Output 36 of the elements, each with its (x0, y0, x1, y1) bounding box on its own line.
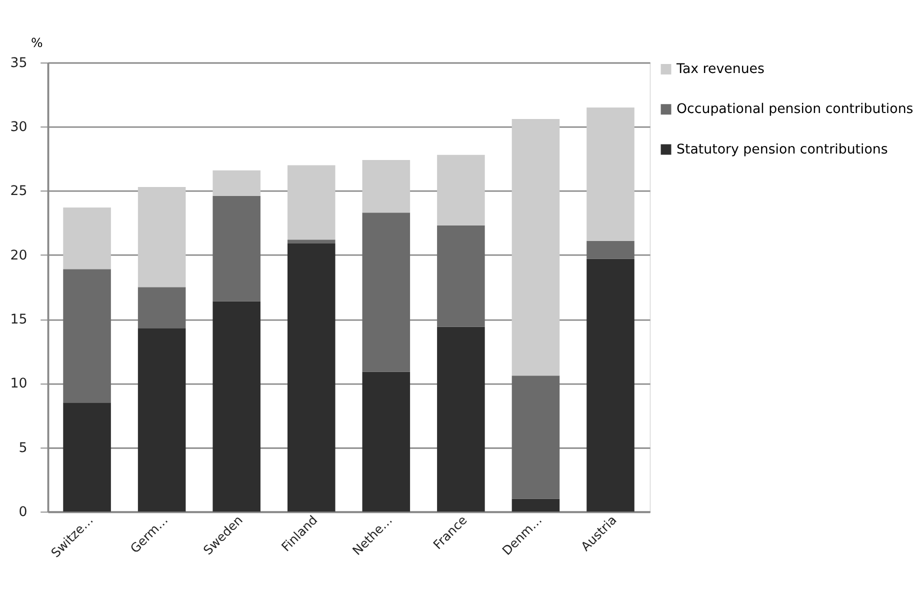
y-tick-label: 30 (10, 120, 28, 135)
y-tick-label: 0 (18, 504, 28, 520)
bar (512, 498, 560, 512)
bar (437, 226, 485, 327)
bar (212, 196, 260, 302)
bar (437, 154, 485, 226)
bar (212, 170, 260, 196)
legend-label: Occupational pension contributions (676, 102, 914, 118)
bar (437, 326, 485, 512)
y-tick-label: 20 (10, 248, 28, 264)
legend-label: Statutory pension contributions (676, 142, 888, 158)
bar (362, 372, 410, 512)
y-tick-label: 35 (10, 56, 28, 71)
bar (63, 402, 111, 512)
bar (63, 208, 111, 270)
bar (287, 243, 336, 512)
y-tick-label: 10 (10, 376, 28, 392)
bar (512, 376, 560, 499)
legend-label: Tax revenues (676, 62, 764, 78)
bar (512, 118, 560, 376)
bar (586, 258, 634, 512)
y-tick-label: 5 (18, 440, 28, 456)
y-axis-title: % (31, 34, 44, 50)
bar (362, 212, 410, 372)
bar (586, 107, 634, 241)
bar (138, 328, 186, 512)
bar (138, 187, 186, 288)
bar (586, 240, 634, 259)
bar (138, 287, 186, 328)
y-tick-label: 15 (10, 312, 28, 328)
y-tick-label: 25 (10, 184, 28, 200)
bar (287, 240, 336, 244)
bar (212, 301, 260, 512)
bar (287, 165, 336, 240)
bar (362, 160, 410, 213)
bar (63, 269, 111, 403)
